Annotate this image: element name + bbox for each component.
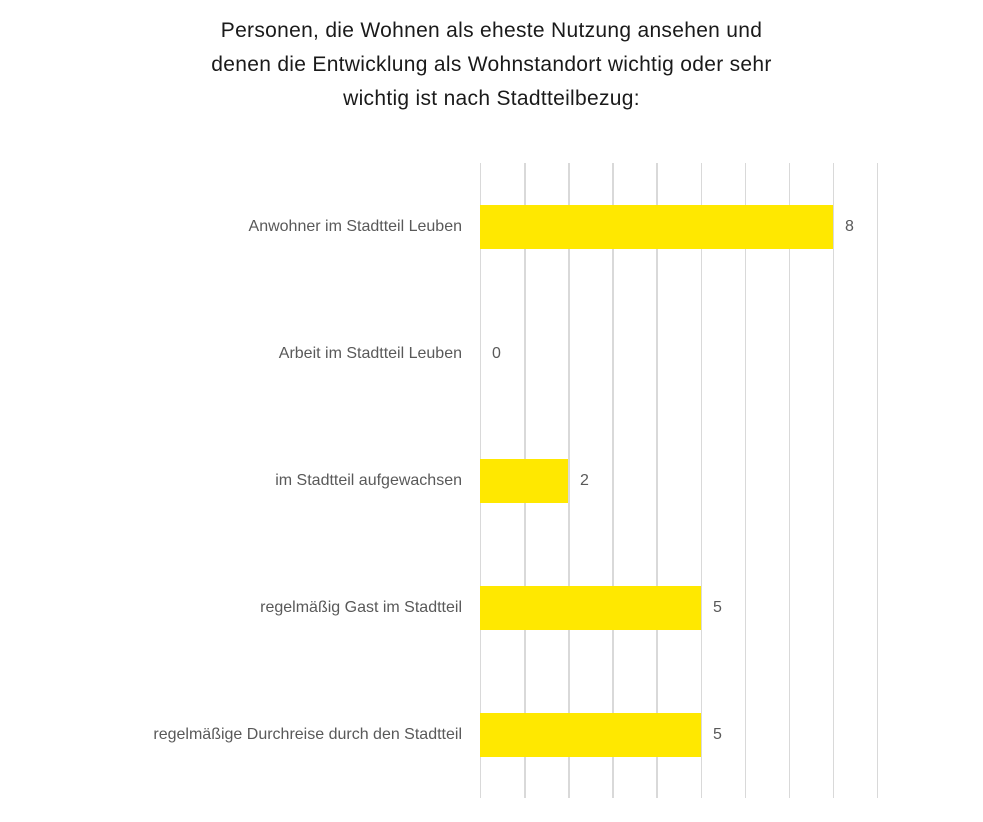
value-label: 5	[713, 725, 722, 743]
bar-track: 5	[480, 671, 983, 798]
gridline	[700, 163, 702, 798]
bar	[480, 712, 701, 757]
chart-title-line-1: Personen, die Wohnen als eheste Nutzung …	[220, 19, 763, 42]
chart-row: regelmäßig Gast im Stadtteil 5	[0, 544, 983, 671]
category-label: regelmäßig Gast im Stadtteil	[260, 598, 462, 616]
chart-row: im Stadtteil aufgewachsen 2	[0, 417, 983, 544]
gridline	[612, 163, 614, 798]
bar-track: 5	[480, 544, 983, 671]
bar	[480, 585, 701, 630]
value-label: 5	[713, 598, 722, 616]
gridline	[788, 163, 791, 798]
category-label: Arbeit im Stadtteil Leuben	[278, 344, 462, 362]
value-label: 2	[580, 471, 589, 489]
gridline	[744, 163, 747, 798]
chart-row: Anwohner im Stadtteil Leuben 8	[0, 163, 983, 290]
category-label: Anwohner im Stadtteil Leuben	[248, 217, 462, 235]
gridline	[656, 163, 658, 798]
bar-track: 0	[480, 290, 983, 417]
chart-title-line-3: wichtig ist nach Stadtteilbezug:	[343, 87, 640, 110]
chart-row: Arbeit im Stadtteil Leuben 0	[0, 290, 983, 417]
bar-track: 8	[480, 163, 983, 290]
gridline	[832, 163, 835, 798]
chart-row: regelmäßige Durchreise durch den Stadtte…	[0, 671, 983, 798]
chart-title: Personen, die Wohnen als eheste Nutzung …	[0, 0, 983, 116]
chart-rows: Anwohner im Stadtteil Leuben 8 Arbeit im S…	[0, 163, 983, 798]
value-label: 8	[845, 217, 854, 235]
category-label: im Stadtteil aufgewachsen	[275, 471, 462, 489]
bar-chart: Anwohner im Stadtteil Leuben 8 Arbeit im S…	[0, 163, 983, 798]
bar	[480, 458, 568, 503]
value-label: 0	[492, 344, 501, 362]
bar-track: 2	[480, 417, 983, 544]
chart-title-line-2: denen die Entwicklung als Wohnstandort w…	[211, 53, 772, 76]
category-label: regelmäßige Durchreise durch den Stadtte…	[153, 725, 462, 743]
bar	[480, 204, 833, 249]
gridline	[568, 163, 570, 798]
gridline	[877, 163, 879, 798]
